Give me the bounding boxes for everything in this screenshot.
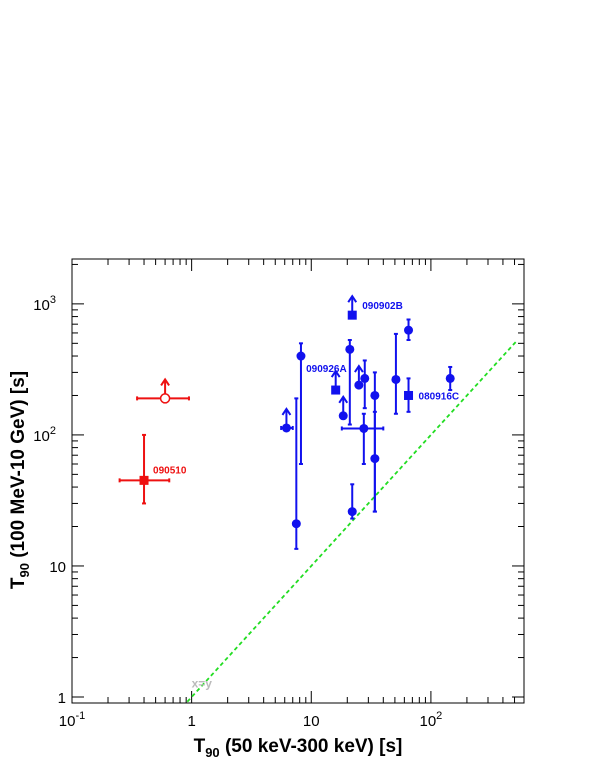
data-point (391, 374, 401, 384)
data-point-open-circle (159, 393, 171, 404)
data-point (370, 390, 380, 400)
data-point (281, 423, 291, 433)
y-axis-title: T90 (100 MeV-10 GeV) [s] (8, 371, 32, 589)
reference-line-label: x=y (192, 677, 213, 691)
data-point-square (331, 385, 341, 395)
data-point-square (139, 475, 149, 485)
point-label: 090510 (153, 465, 187, 476)
x-axis-title-sub: 90 (205, 745, 219, 760)
data-point (347, 507, 357, 517)
reference-line-group: x=y (186, 340, 518, 703)
data-point (404, 325, 414, 335)
y-tick-label: 103 (33, 294, 56, 314)
reference-line (186, 340, 518, 703)
lower-limit-arrowhead (330, 369, 341, 378)
y-axis-title-sub: 90 (17, 563, 32, 577)
lower-limit-arrowhead (347, 294, 358, 303)
point-label: 080916C (419, 391, 460, 402)
lower-limit-arrowhead (354, 364, 364, 373)
lower-limit-arrowhead (281, 407, 292, 416)
plot-frame (71, 258, 525, 704)
y-tick-exp: 2 (50, 425, 56, 437)
data-point (345, 344, 355, 354)
y-tick-exp: 3 (50, 294, 56, 306)
data-points: 090510 090902B 090926A 080916C (118, 294, 460, 550)
x-tick-base: 10 (419, 713, 436, 730)
axis-ticks (71, 259, 525, 704)
y-tick-label: 102 (33, 425, 56, 445)
x-tick-label: 10 (303, 713, 320, 730)
y-tick-base: 10 (33, 428, 50, 445)
x-axis-title-main: T (194, 736, 206, 757)
x-axis-title-rest: (50 keV-300 keV) [s] (220, 736, 403, 757)
data-point (445, 373, 455, 383)
data-point-square (404, 390, 414, 400)
data-point (354, 380, 364, 390)
x-tick-label: 102 (419, 710, 442, 730)
y-axis-title-rest: (100 MeV-10 GeV) [s] (8, 371, 29, 563)
data-point (291, 519, 301, 529)
point-label: 090902B (362, 301, 403, 312)
x-tick-exp: 2 (436, 710, 442, 722)
data-point (370, 454, 380, 464)
x-tick-label: 10-1 (59, 710, 85, 730)
lower-limit-arrowhead (338, 394, 349, 404)
y-axis-title-main: T (8, 577, 29, 589)
data-point-square (347, 310, 357, 320)
x-tick-exp: -1 (75, 710, 85, 722)
y-tick-base: 10 (33, 297, 50, 314)
x-tick-base: 10 (303, 713, 320, 730)
data-point (360, 373, 370, 383)
data-point (338, 411, 348, 421)
x-tick-label: 1 (187, 713, 195, 730)
x-tick-base: 1 (187, 713, 195, 730)
y-tick-label: 10 (49, 559, 66, 576)
y-tick-label: 1 (58, 690, 66, 707)
lower-limit-arrowhead (160, 377, 170, 386)
x-tick-base: 10 (59, 713, 76, 730)
data-point (359, 423, 369, 433)
x-axis-title: T90 (50 keV-300 keV) [s] (194, 736, 403, 760)
data-point (296, 351, 306, 361)
y-tick-base: 10 (49, 559, 66, 576)
y-tick-base: 1 (58, 690, 66, 707)
point-label: 090926A (306, 364, 347, 375)
